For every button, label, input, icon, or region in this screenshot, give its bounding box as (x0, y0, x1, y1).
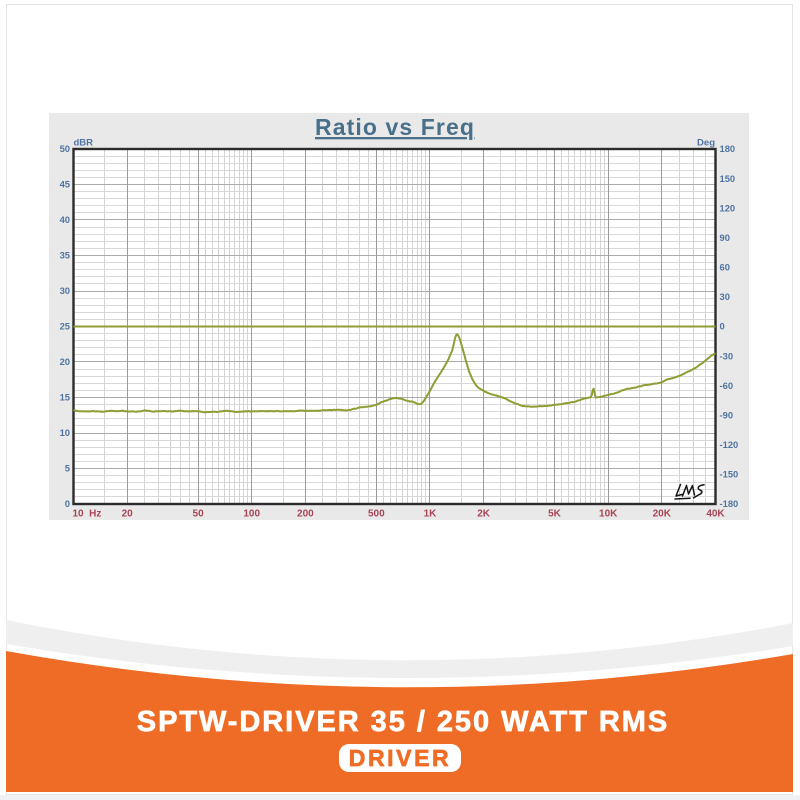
svg-text:50: 50 (193, 509, 205, 520)
svg-text:100: 100 (243, 509, 260, 520)
svg-text:45: 45 (60, 179, 70, 190)
svg-text:15: 15 (60, 392, 70, 403)
svg-text:30: 30 (60, 285, 70, 296)
svg-text:50: 50 (60, 143, 70, 154)
svg-text:60: 60 (720, 262, 730, 273)
svg-text:200: 200 (297, 509, 314, 520)
svg-text:40K: 40K (706, 509, 725, 520)
svg-text:Deg: Deg (697, 138, 715, 149)
svg-text:35: 35 (60, 250, 70, 261)
svg-text:20K: 20K (653, 509, 672, 520)
svg-text:5: 5 (65, 463, 70, 474)
svg-text:90: 90 (720, 232, 730, 243)
svg-text:Ratio vs Freq: Ratio vs Freq (315, 114, 475, 140)
svg-text:150: 150 (720, 173, 736, 184)
svg-text:-150: -150 (720, 469, 739, 480)
svg-text:120: 120 (720, 202, 736, 213)
svg-text:-180: -180 (720, 498, 739, 509)
svg-text:10: 10 (60, 427, 70, 438)
svg-text:10K: 10K (599, 509, 618, 520)
svg-text:-90: -90 (720, 409, 734, 420)
svg-text:0: 0 (65, 498, 70, 509)
svg-text:40: 40 (60, 214, 70, 225)
svg-text:500: 500 (368, 509, 385, 520)
svg-text:25: 25 (60, 321, 70, 332)
svg-text:5K: 5K (548, 509, 562, 520)
svg-text:dBR: dBR (74, 138, 94, 149)
svg-text:-30: -30 (720, 350, 734, 361)
svg-text:-120: -120 (720, 439, 739, 450)
svg-text:2K: 2K (477, 509, 491, 520)
svg-text:30: 30 (720, 291, 730, 302)
svg-text:-60: -60 (720, 380, 734, 391)
svg-text:10 Hz: 10 Hz (73, 509, 102, 520)
svg-text:1K: 1K (424, 509, 438, 520)
svg-text:20: 20 (122, 509, 134, 520)
svg-text:180: 180 (720, 143, 736, 154)
svg-text:20: 20 (60, 356, 70, 367)
svg-text:0: 0 (720, 321, 725, 332)
